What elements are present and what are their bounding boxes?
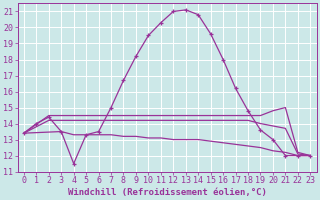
X-axis label: Windchill (Refroidissement éolien,°C): Windchill (Refroidissement éolien,°C) — [68, 188, 267, 197]
